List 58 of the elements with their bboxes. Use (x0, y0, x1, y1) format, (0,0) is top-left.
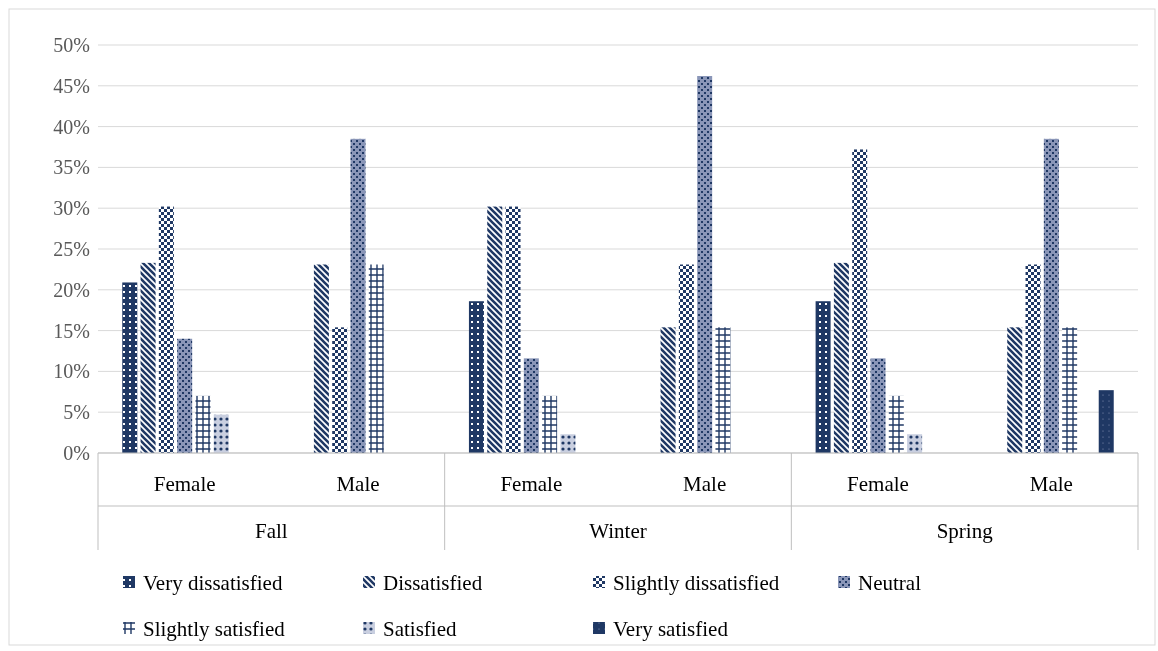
bar (1007, 327, 1023, 453)
text: Spring (936, 519, 994, 543)
y-tick-label: 40% (53, 115, 90, 138)
bar (213, 414, 229, 453)
bar (1098, 390, 1114, 453)
text: Winter (589, 519, 647, 543)
bar (870, 358, 886, 453)
bar (122, 282, 138, 453)
legend-label: Dissatisfied (383, 571, 483, 596)
bar (715, 327, 731, 453)
y-tick-label: 50% (53, 34, 90, 56)
bar (350, 138, 366, 453)
legend-label: Very dissatisfied (143, 571, 283, 596)
legend-label: Satisfied (383, 617, 457, 642)
bar (542, 395, 558, 453)
legend-label: Slightly satisfied (143, 617, 286, 642)
bar (140, 262, 156, 453)
bar (158, 206, 174, 453)
legend-label: Neutral (858, 571, 922, 596)
x-tick-label: Female (500, 472, 563, 496)
bar (195, 395, 211, 453)
bar (332, 327, 348, 453)
bar (523, 358, 539, 453)
bar (697, 76, 713, 453)
bar (907, 434, 923, 453)
y-tick-label: 5% (63, 401, 90, 424)
y-tick-label: 20% (53, 278, 90, 301)
y-tick-label: 45% (53, 74, 90, 97)
bar (177, 338, 193, 453)
y-tick-label: 15% (53, 319, 90, 342)
y-tick-label: 30% (53, 197, 90, 220)
bar (678, 264, 694, 453)
bar (505, 206, 521, 453)
bar (1043, 138, 1059, 453)
bar (468, 301, 484, 453)
x-tick-label: Female (847, 472, 909, 496)
bar (815, 301, 831, 453)
y-tick-label: 25% (53, 238, 90, 260)
bar (1025, 264, 1041, 453)
bar (1062, 327, 1078, 453)
bar (560, 434, 576, 453)
legend-label: Slightly dissatisfied (613, 571, 780, 596)
x-tick-label: Male (336, 472, 380, 496)
y-tick-label: 10% (53, 360, 90, 383)
bar (368, 264, 384, 453)
bar (660, 327, 676, 453)
bar (313, 264, 329, 453)
bar (487, 206, 503, 453)
y-tick-label: 35% (53, 156, 90, 179)
bar (852, 149, 868, 453)
bar (833, 262, 849, 453)
legend-label: Very satisfied (613, 617, 729, 642)
x-tick-label: Male (683, 472, 727, 496)
y-tick-label: 0% (63, 442, 90, 464)
text: Fall (255, 519, 288, 543)
x-tick-label: Male (1029, 472, 1073, 496)
bar (888, 395, 904, 453)
x-tick-label: Female (153, 472, 216, 496)
